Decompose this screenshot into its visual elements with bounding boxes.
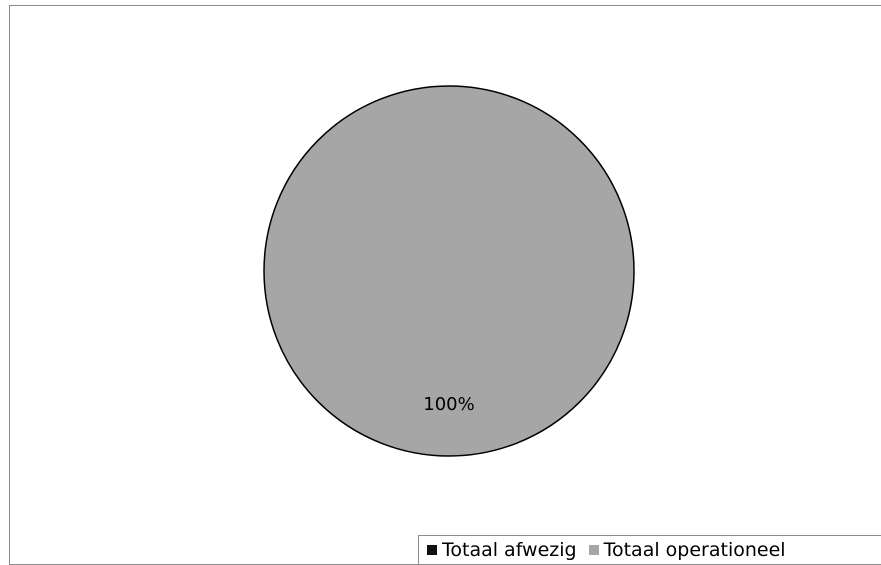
legend-label-operationeel: Totaal operationeel [603, 539, 786, 561]
legend-item-afwezig: Totaal afwezig [427, 539, 577, 561]
legend-item-operationeel: Totaal operationeel [588, 539, 786, 561]
data-label-totaal-operationeel: 100% [423, 394, 474, 415]
legend-label-afwezig: Totaal afwezig [442, 539, 577, 561]
legend-swatch-afwezig [427, 545, 437, 555]
legend: Totaal afwezig Totaal operationeel [418, 535, 881, 565]
pie-slice-totaal-operationeel [263, 85, 635, 457]
pie-slices [263, 85, 635, 457]
legend-swatch-operationeel [588, 545, 599, 555]
pie-data-labels: 100% [423, 394, 474, 415]
